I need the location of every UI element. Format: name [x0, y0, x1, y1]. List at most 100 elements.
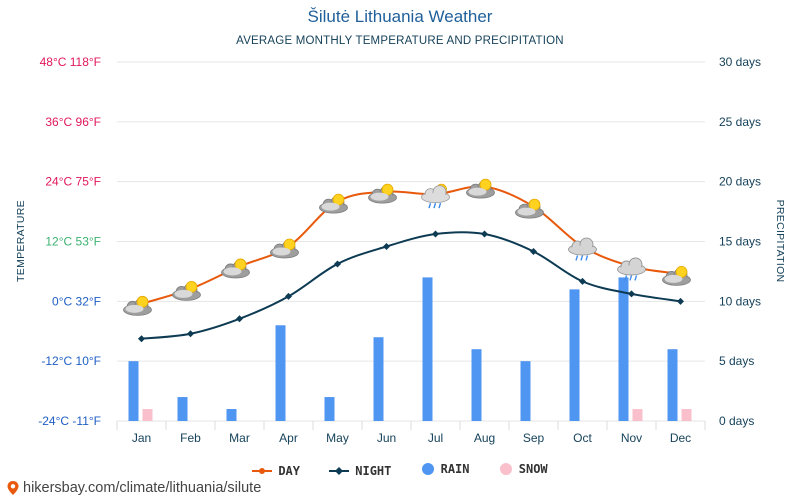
rain-bar [471, 349, 482, 421]
cloud-highlight [370, 192, 389, 201]
cloud-shape [569, 245, 596, 255]
rain-legend-icon [421, 463, 434, 475]
night-point [481, 230, 488, 238]
rain-drop [585, 255, 589, 261]
night-line [141, 231, 681, 340]
x-tick-label: Jul [428, 431, 443, 445]
y-tick-left: 0°C 32°F [52, 294, 101, 308]
legend-item-rain[interactable]: RAIN [421, 462, 470, 476]
source-url[interactable]: hikersbay.com/climate/lithuania/silute [23, 480, 262, 496]
cloud-highlight [125, 304, 144, 313]
night-point [383, 242, 390, 250]
partly-cloudy-icon [368, 183, 397, 204]
x-tick-label: Oct [573, 431, 592, 445]
partly-cloudy-icon [172, 280, 201, 301]
snow-bar [632, 409, 643, 421]
y-tick-right: 15 days [719, 235, 761, 249]
night-point [432, 230, 439, 238]
y-tick-left: 24°C 75°F [45, 175, 101, 189]
rain-sun-icon [421, 183, 450, 209]
legend-item-night[interactable]: NIGHT [329, 464, 391, 478]
y-tick-right: 5 days [719, 354, 754, 368]
y-tick-right: 25 days [719, 115, 761, 129]
y-axis-title-left: TEMPERATURE [15, 200, 27, 282]
rain-drop [629, 275, 633, 281]
day-legend-icon [252, 468, 273, 474]
rain-drop [428, 202, 432, 209]
rain-cloud-icon [568, 237, 597, 261]
legend-label-rain: RAIN [440, 462, 470, 476]
rain-bar [618, 277, 629, 421]
cloud-highlight [468, 187, 487, 196]
partly-cloudy-icon [270, 238, 299, 259]
x-tick-label: Aug [474, 431, 495, 445]
temperature-lines [138, 185, 684, 343]
rain-bar [569, 289, 580, 421]
axis-ticks: 48°C 118°F 36°C 96°F 24°C 75°F 12°C 53°F 0°C… [38, 55, 761, 445]
rain-drop [575, 255, 579, 261]
snow-bar [142, 409, 153, 421]
y-tick-left: -24°C -11°F [38, 414, 101, 428]
partly-cloudy-icon [123, 295, 152, 316]
cloud-highlight [321, 202, 340, 211]
legend-item-day[interactable]: DAY [252, 464, 300, 478]
x-tick-label: Jun [377, 431, 396, 445]
y-tick-right: 30 days [719, 55, 761, 69]
night-point [236, 315, 243, 323]
legend-label-day: DAY [278, 464, 301, 478]
source-footer[interactable]: hikersbay.com/climate/lithuania/silute [6, 480, 261, 496]
cloud-shape [618, 265, 645, 275]
rain-bar [128, 361, 139, 421]
y-tick-left: 12°C 53°F [45, 235, 101, 249]
legend: DAY NIGHT RAIN SNOW [0, 462, 800, 479]
rain-bar [324, 397, 335, 421]
y-tick-left: -12°C 10°F [41, 354, 101, 368]
precipitation-bars [128, 277, 692, 421]
partly-cloudy-icon [466, 178, 495, 199]
x-tick-label: Feb [180, 431, 201, 445]
rain-drop [438, 202, 442, 209]
rain-bar [275, 325, 286, 421]
weather-icons [123, 178, 691, 316]
legend-label-snow: SNOW [518, 462, 548, 476]
location-pin-icon [7, 481, 19, 495]
night-point [579, 277, 586, 285]
night-point [187, 330, 194, 338]
x-tick-label: Dec [670, 431, 691, 445]
cloud-highlight [664, 274, 683, 283]
cloud-highlight [272, 247, 291, 256]
rain-drop [624, 275, 628, 281]
y-tick-left: 36°C 96°F [45, 115, 101, 129]
y-tick-right: 0 days [719, 414, 754, 428]
rain-cloud-icon [617, 257, 646, 281]
x-tick-label: Jan [132, 431, 151, 445]
rain-bar [520, 361, 531, 421]
cloud-highlight [174, 289, 193, 298]
rain-bar [667, 349, 678, 421]
grid-lines [116, 61, 706, 430]
x-tick-label: Sep [523, 431, 545, 445]
night-point [138, 335, 145, 343]
y-tick-right: 10 days [719, 294, 761, 308]
night-point [285, 292, 292, 300]
cloud-highlight [223, 267, 242, 276]
rain-drop [634, 275, 638, 281]
rain-drop [433, 202, 437, 209]
night-point [530, 247, 537, 255]
chart-title: Šilutė Lithuania Weather [307, 7, 493, 26]
cloud-shape [422, 193, 449, 203]
chart-subtitle: AVERAGE MONTHLY TEMPERATURE AND PRECIPIT… [236, 35, 564, 47]
snow-bar [681, 409, 692, 421]
night-point [628, 290, 635, 298]
y-tick-left: 48°C 118°F [40, 55, 101, 69]
rain-bar [226, 409, 237, 421]
night-point [677, 297, 684, 305]
x-tick-label: Mar [229, 431, 250, 445]
rain-drop [580, 255, 584, 261]
partly-cloudy-icon [662, 266, 691, 286]
night-point [334, 260, 341, 268]
x-tick-label: Nov [621, 431, 642, 445]
legend-item-snow[interactable]: SNOW [499, 462, 548, 476]
x-tick-label: May [326, 431, 349, 445]
